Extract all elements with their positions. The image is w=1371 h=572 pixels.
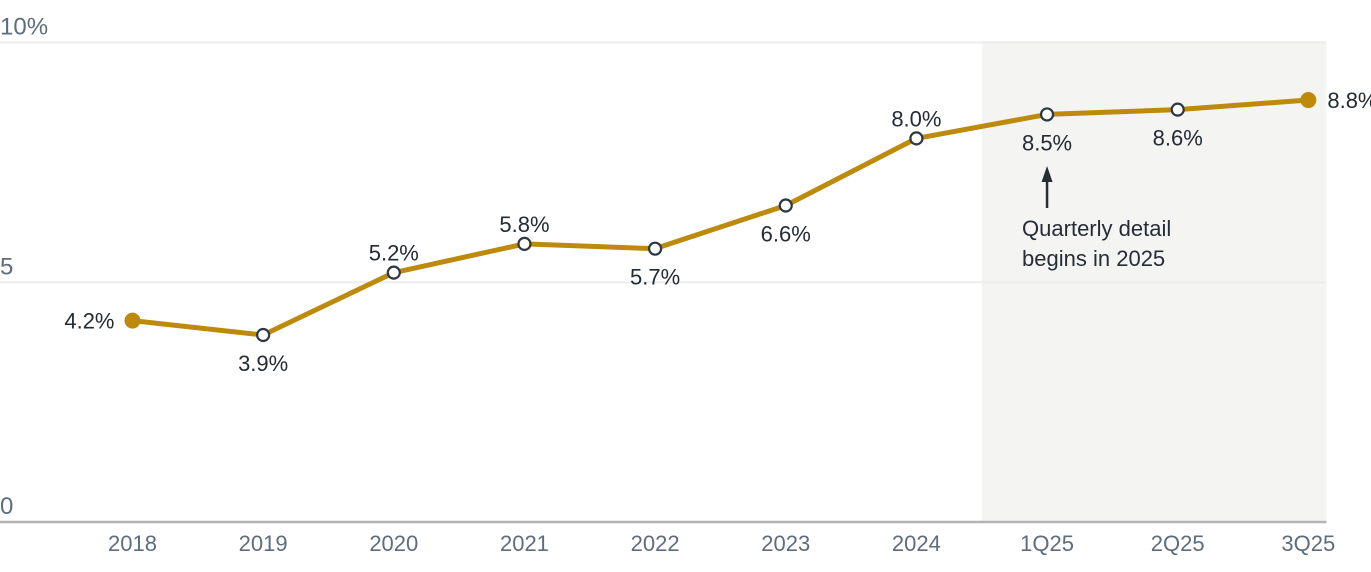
x-tick-label: 2Q25 <box>1151 531 1205 556</box>
x-tick-label: 2019 <box>239 531 288 556</box>
y-tick-label: 10% <box>0 14 48 41</box>
data-point-open <box>517 236 532 251</box>
data-point-open <box>1170 102 1185 117</box>
annotation-text-line: Quarterly detail <box>1022 216 1171 241</box>
data-point-open <box>256 327 271 343</box>
data-point-filled <box>124 312 141 329</box>
data-point-open <box>1039 107 1055 122</box>
highlight-region <box>981 41 1327 521</box>
x-tick-label: 2018 <box>108 531 157 556</box>
x-tick-label: 2023 <box>761 531 810 556</box>
point-value-label: 3.9% <box>238 351 288 376</box>
data-point-filled <box>1300 92 1317 109</box>
x-tick-label: 2021 <box>500 531 549 556</box>
annotation-text-line: begins in 2025 <box>1022 246 1165 271</box>
x-tick-label: 2022 <box>631 531 680 556</box>
data-point-open <box>778 198 793 213</box>
point-value-label: 8.6% <box>1153 126 1203 151</box>
data-point-open <box>386 265 401 280</box>
x-tick-label: 1Q25 <box>1020 531 1074 556</box>
x-tick-label: 2020 <box>369 531 418 556</box>
annotation-arrow-head <box>1041 166 1053 182</box>
point-value-label: 6.6% <box>761 222 811 247</box>
x-tick-label: 2024 <box>892 531 941 556</box>
y-tick-label: 0 <box>0 493 13 520</box>
point-value-label: 5.7% <box>630 265 680 290</box>
data-line <box>130 97 1311 338</box>
point-value-label: 8.5% <box>1022 130 1072 155</box>
point-value-label: 8.8% <box>1327 88 1371 113</box>
point-value-label: 4.2% <box>64 309 114 334</box>
point-value-label: 8.0% <box>891 106 941 131</box>
point-value-label: 5.2% <box>369 241 419 266</box>
y-tick-label: 5 <box>0 253 13 280</box>
data-point-open <box>647 241 663 256</box>
data-point-open <box>909 131 924 146</box>
x-tick-label: 3Q25 <box>1281 531 1335 556</box>
point-value-label: 5.8% <box>499 212 549 237</box>
